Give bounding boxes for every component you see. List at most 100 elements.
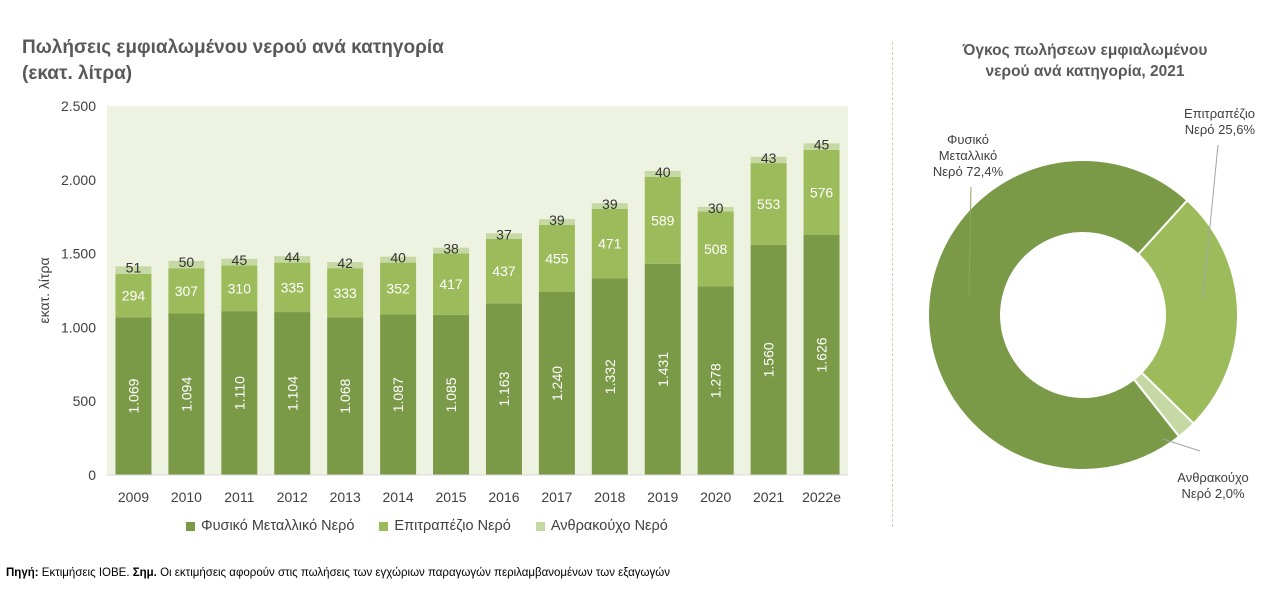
x-tick-label: 2011: [224, 489, 254, 505]
bar-segment: [168, 268, 205, 314]
y-tick-label: 500: [73, 393, 97, 409]
donut-chart-title-line-2: νερού ανά κατηγορία, 2021: [985, 63, 1185, 80]
donut-slice: [927, 159, 1189, 471]
x-tick-label: 2009: [118, 489, 149, 505]
x-tick-label: 2012: [277, 489, 308, 505]
x-tick-label: 2018: [594, 489, 625, 505]
plot-area: [107, 106, 848, 475]
data-label: 1.110: [231, 376, 247, 410]
slice-label: Νερό 25,6%: [1185, 122, 1256, 137]
bar-segment: [803, 149, 840, 236]
bar-segment: [644, 263, 681, 475]
leader-line: [1202, 144, 1219, 298]
slice-label: Φυσικό: [947, 132, 989, 147]
bar-segment: [274, 262, 311, 313]
bar-segment: [750, 156, 787, 164]
bar-segment: [327, 262, 364, 269]
bar-segment: [380, 256, 417, 263]
bar-segment: [115, 273, 152, 318]
bar-segment: [221, 311, 258, 475]
data-label: 1.104: [284, 376, 300, 411]
legend-item-sparkling: Ανθρακούχο Νερό: [535, 518, 668, 534]
data-label: 1.068: [337, 378, 353, 413]
data-label: 576: [810, 184, 834, 200]
data-label: 50: [179, 254, 195, 270]
x-tick-label: 2013: [330, 489, 361, 505]
data-label: 310: [228, 280, 252, 296]
bar-segment: [538, 224, 575, 292]
leader-line: [968, 186, 972, 296]
data-label: 40: [655, 164, 671, 180]
bar-chart-title: Πωλήσεις εμφιαλωμένου νερού ανά κατηγορί…: [22, 35, 622, 87]
data-label: 333: [333, 285, 357, 301]
bar-segment: [433, 314, 470, 475]
data-label: 455: [545, 250, 569, 266]
data-label: 294: [122, 288, 146, 304]
data-label: 1.332: [602, 359, 618, 394]
data-label: 39: [602, 196, 618, 212]
legend-item-mineral: Φυσικό Μεταλλικό Νερό: [186, 518, 354, 534]
bar-chart-title-line-2: (εκατ. λίτρα): [22, 63, 133, 84]
chart-divider: [892, 42, 893, 527]
legend-swatch-sparkling: [535, 521, 545, 531]
bar-segment: [750, 163, 787, 245]
bar-segment: [274, 256, 311, 263]
bar-segment: [115, 317, 152, 475]
data-label: 589: [651, 212, 675, 228]
bar-segment: [168, 313, 205, 475]
bar-segment: [803, 143, 840, 150]
donut-slice: [1136, 198, 1239, 425]
x-tick-label: 2017: [541, 489, 572, 505]
data-label: 307: [175, 283, 199, 299]
y-tick-label: 2.500: [61, 98, 96, 114]
bar-segment: [274, 312, 311, 475]
x-tick-label: 2020: [700, 489, 731, 505]
x-tick-label: 2014: [383, 489, 414, 505]
data-label: 1.069: [125, 378, 141, 413]
legend-swatch-table: [379, 521, 389, 531]
bar-segment: [221, 258, 258, 266]
bar-segment: [380, 314, 417, 475]
data-label: 45: [814, 136, 830, 152]
bar-segment: [697, 211, 734, 287]
data-label: 42: [337, 255, 353, 271]
legend-label-mineral: Φυσικό Μεταλλικό Νερό: [201, 518, 355, 534]
bar-segment: [168, 260, 205, 269]
data-label: 471: [598, 236, 622, 252]
data-label: 1.085: [443, 377, 459, 412]
data-label: 43: [761, 150, 777, 166]
bar-segment: [433, 253, 470, 315]
bar-segment: [380, 262, 417, 315]
bar-segment: [221, 265, 258, 312]
bar-segment: [485, 238, 522, 304]
data-label: 1.278: [708, 363, 724, 398]
data-label: 51: [126, 259, 142, 275]
data-label: 1.094: [178, 377, 194, 412]
bar-segment: [644, 176, 681, 264]
bar-segment: [591, 208, 628, 279]
donut-chart-title: Όγκος πωλήσεων εμφιαλωμένου νερού ανά κα…: [905, 40, 1265, 82]
slice-label: Νερό 2,0%: [1181, 486, 1244, 501]
source-label: Πηγή:: [6, 567, 39, 579]
data-label: 352: [386, 281, 410, 297]
data-label: 30: [708, 200, 724, 216]
slice-label: Επιτραπέζιο: [1184, 106, 1255, 121]
data-label: 335: [281, 279, 305, 295]
donut-chart-title-line-1: Όγκος πωλήσεων εμφιαλωμένου: [962, 42, 1208, 59]
note-text: Οι εκτιμήσεις αφορούν στις πωλήσεις των …: [156, 567, 670, 579]
data-label: 45: [232, 252, 248, 268]
bar-segment: [433, 247, 470, 254]
bar-segment: [750, 244, 787, 475]
data-label: 39: [549, 212, 565, 228]
x-tick-label: 2021: [753, 489, 784, 505]
bar-chart-title-line-1: Πωλήσεις εμφιαλωμένου νερού ανά κατηγορί…: [22, 37, 444, 58]
data-label: 37: [496, 226, 512, 242]
source-text: Εκτιμήσεις ΙΟΒΕ.: [38, 567, 133, 579]
data-label: 1.240: [549, 366, 565, 401]
bar-segment: [538, 291, 575, 475]
data-label: 1.163: [496, 371, 512, 406]
bar-segment: [644, 170, 681, 177]
data-label: 417: [439, 276, 463, 292]
y-tick-label: 1.500: [61, 246, 96, 262]
